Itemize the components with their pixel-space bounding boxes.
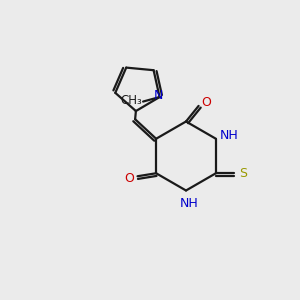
Text: N: N bbox=[153, 89, 163, 102]
Text: CH₃: CH₃ bbox=[121, 94, 142, 107]
Text: O: O bbox=[201, 96, 211, 110]
Text: S: S bbox=[239, 167, 247, 180]
Text: O: O bbox=[124, 172, 134, 185]
Text: NH: NH bbox=[180, 196, 198, 210]
Text: NH: NH bbox=[220, 129, 238, 142]
